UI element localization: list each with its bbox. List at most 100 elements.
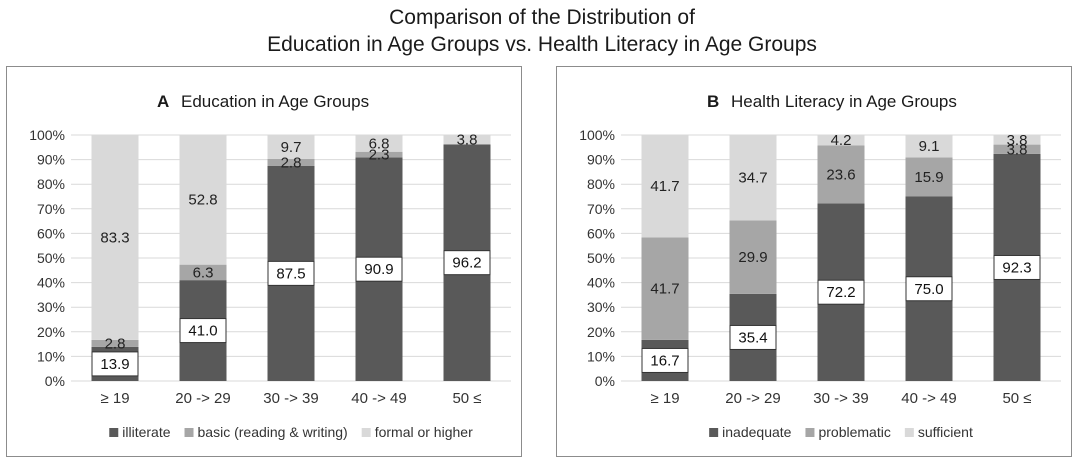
y-tick-label: 20% [37, 324, 65, 340]
bar-sufficient [729, 135, 777, 221]
data-label-problematic: 23.6 [826, 166, 855, 183]
y-tick-label: 90% [37, 152, 65, 168]
data-label-sufficient: 41.7 [650, 178, 679, 195]
legend-swatch-basic-reading-writing [184, 428, 194, 437]
bar-problematic [905, 157, 953, 197]
data-label-sufficient: 34.7 [738, 170, 767, 187]
y-tick-label: 20% [587, 324, 615, 340]
bar-formal-or-higher [443, 135, 491, 145]
chart-title-text: Education in Age Groups [181, 92, 369, 111]
data-label-inadequate: 75.0 [914, 281, 943, 298]
data-label-box [267, 260, 315, 286]
bar-basic-reading-writing [179, 264, 227, 281]
y-tick-label: 10% [587, 348, 615, 364]
page-title-line-2: Education in Age Groups vs. Health Liter… [267, 33, 817, 56]
data-label-box [993, 254, 1041, 280]
legend-swatch-inadequate [709, 428, 719, 437]
data-label-illiterate: 87.5 [276, 265, 305, 282]
bar-sufficient [905, 135, 953, 158]
x-category-label: 50 ≤ [1002, 390, 1031, 407]
x-category-label: 20 -> 29 [175, 390, 230, 407]
data-label-inadequate: 72.2 [826, 284, 855, 301]
legend-label-basic-reading-writing: basic (reading & writing) [198, 424, 348, 440]
legend-label-sufficient: sufficient [918, 424, 973, 440]
data-label-basic-reading-writing: 2.8 [105, 335, 126, 352]
y-tick-label: 30% [37, 299, 65, 315]
data-label-illiterate: 90.9 [364, 261, 393, 278]
y-tick-label: 70% [587, 201, 615, 217]
legend-swatch-illiterate [109, 428, 119, 437]
data-label-inadequate: 92.3 [1002, 259, 1031, 276]
legend-swatch-problematic [805, 428, 815, 437]
education-chart: A Education in Age Groups 0% 10% 20% 30% 40% 50… [29, 92, 511, 440]
data-label-box [443, 250, 491, 276]
data-label-problematic: 29.9 [738, 249, 767, 266]
data-label-box [179, 318, 227, 344]
data-label-box [355, 256, 403, 282]
data-label-sufficient: 4.2 [831, 132, 852, 149]
x-category-label: 30 -> 39 [813, 390, 868, 407]
data-label-box [905, 276, 953, 302]
data-label-formal-or-higher: 9.7 [281, 139, 302, 156]
bar-sufficient [993, 135, 1041, 145]
data-label-inadequate: 16.7 [650, 352, 679, 369]
data-label-formal-or-higher: 52.8 [188, 192, 217, 209]
data-label-inadequate: 35.4 [738, 329, 767, 346]
y-tick-label: 100% [579, 127, 615, 143]
health-literacy-chart: B Health Literacy in Age Groups 0% 10% 20% 30… [579, 92, 1061, 440]
data-label-sufficient: 9.1 [919, 138, 940, 155]
y-tick-label: 40% [37, 275, 65, 291]
chart-panel-education: A Education in Age Groups 0% 10% 20% 30% 40% 50… [6, 66, 522, 457]
chart-title-text: Health Literacy in Age Groups [731, 92, 957, 111]
y-tick-label: 60% [37, 225, 65, 241]
data-label-problematic: 3.8 [1007, 141, 1028, 158]
data-label-illiterate: 41.0 [188, 323, 217, 340]
y-tick-label: 40% [587, 275, 615, 291]
y-tick-label: 100% [29, 127, 65, 143]
data-label-basic-reading-writing: 2.3 [369, 147, 390, 164]
bar-formal-or-higher [355, 135, 403, 152]
legend-label-problematic: problematic [818, 424, 890, 440]
panel-letter: B [707, 92, 719, 111]
data-label-box [641, 347, 689, 373]
legend-label-formal-or-higher: formal or higher [375, 424, 473, 440]
y-tick-label: 80% [37, 176, 65, 192]
data-label-basic-reading-writing: 6.3 [193, 264, 214, 281]
y-tick-label: 50% [37, 250, 65, 266]
data-label-illiterate: 13.9 [100, 356, 129, 373]
x-category-label: 40 -> 49 [351, 390, 406, 407]
y-tick-label: 30% [587, 299, 615, 315]
data-label-box [91, 351, 139, 377]
data-label-sufficient: 3.8 [1007, 132, 1028, 149]
legend-label-illiterate: illiterate [122, 424, 170, 440]
data-label-problematic: 41.7 [650, 281, 679, 298]
bar-formal-or-higher [91, 135, 139, 340]
chart-panel-health-literacy: B Health Literacy in Age Groups 0% 10% 20% 30… [556, 66, 1072, 457]
chart-legend: illiterate basic (reading & writing) forma… [109, 424, 473, 440]
chart-legend: inadequate problematic sufficient [709, 424, 973, 440]
x-category-label: ≥ 19 [650, 390, 679, 407]
y-tick-label: 80% [587, 176, 615, 192]
chart-title: B Health Literacy in Age Groups [707, 92, 957, 111]
data-label-box [817, 279, 865, 305]
x-category-label: ≥ 19 [100, 390, 129, 407]
data-label-formal-or-higher: 3.8 [457, 132, 478, 149]
data-label-box [729, 324, 777, 350]
panel-letter: A [157, 92, 169, 111]
y-tick-label: 60% [587, 225, 615, 241]
y-tick-label: 0% [45, 373, 65, 389]
legend-label-inadequate: inadequate [722, 424, 792, 440]
y-tick-label: 0% [595, 373, 615, 389]
x-category-label: 50 ≤ [452, 390, 481, 407]
y-tick-label: 50% [587, 250, 615, 266]
bar-basic-reading-writing [355, 151, 403, 158]
bar-problematic [817, 145, 865, 204]
bar-problematic [729, 220, 777, 294]
bar-problematic [993, 144, 1041, 154]
page-title-line-1: Comparison of the Distribution of [389, 6, 695, 29]
x-category-label: 40 -> 49 [901, 390, 956, 407]
bar-formal-or-higher [179, 135, 227, 265]
y-tick-label: 10% [37, 348, 65, 364]
x-category-label: 20 -> 29 [725, 390, 780, 407]
data-label-basic-reading-writing: 2.8 [281, 154, 302, 171]
